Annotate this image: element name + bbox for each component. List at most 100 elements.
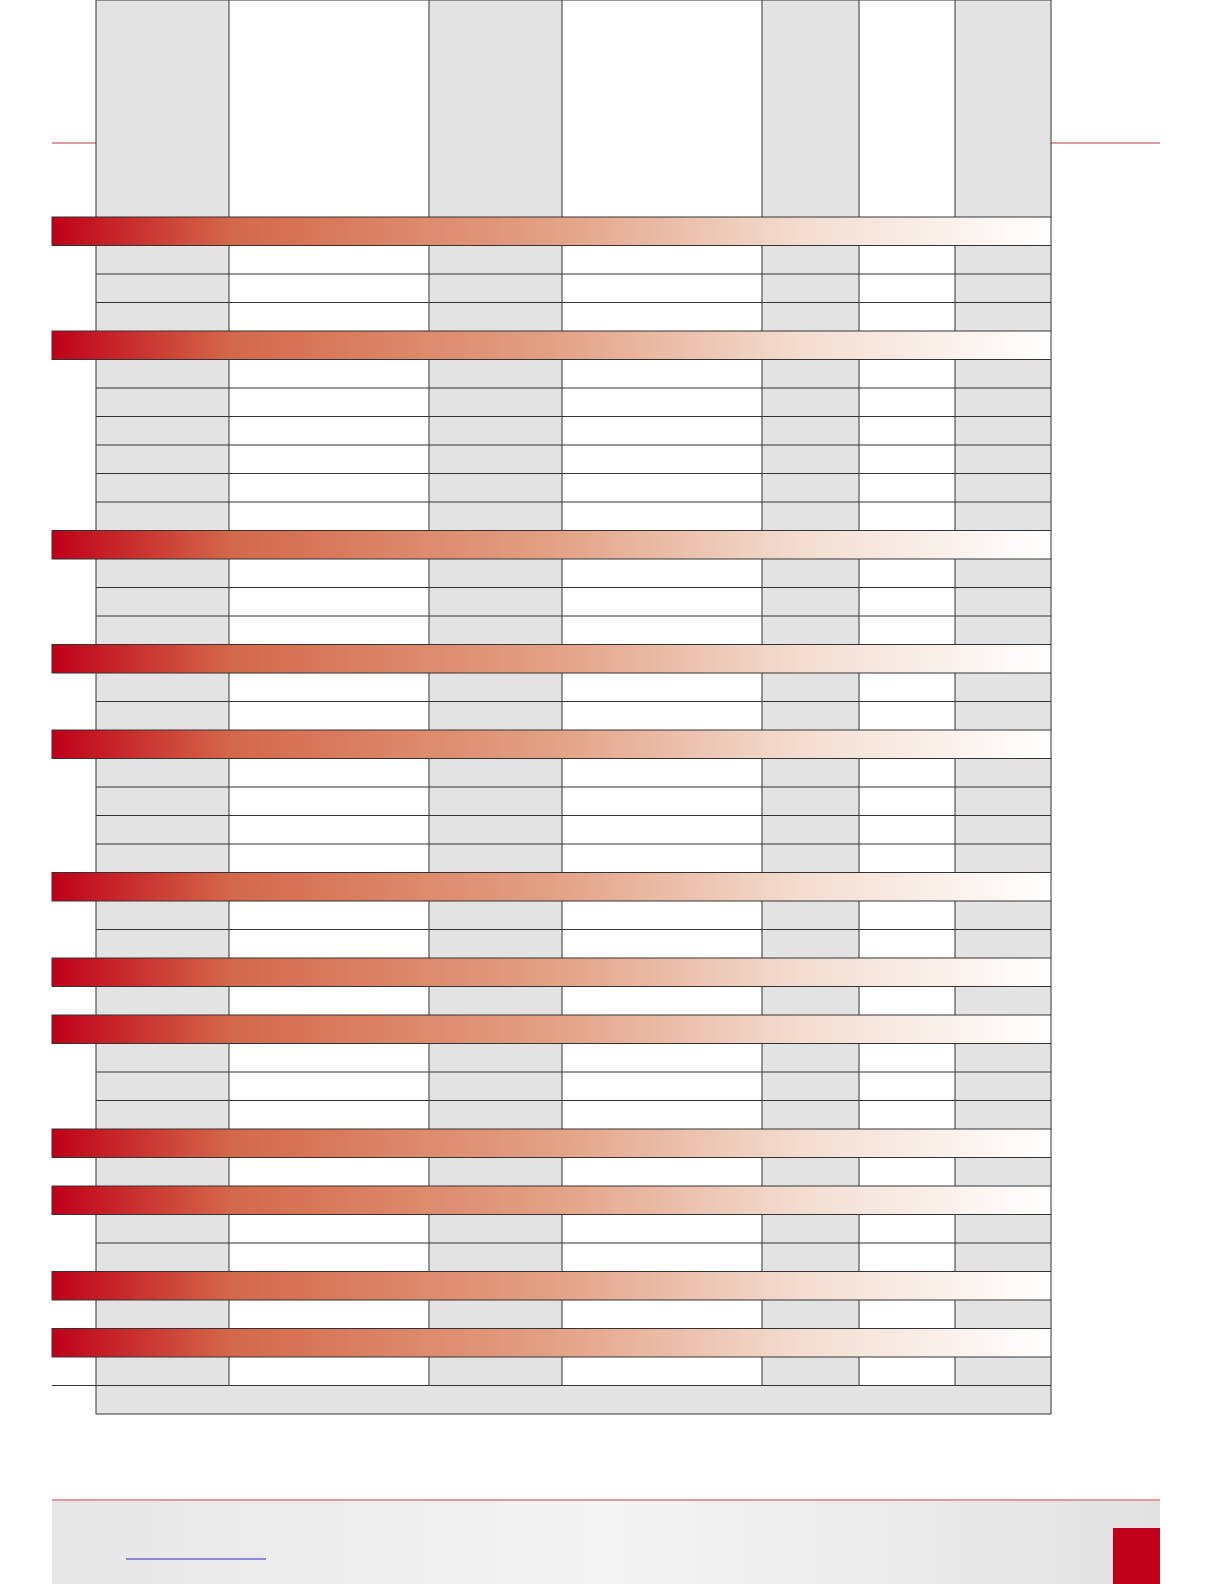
table-cell — [95, 587, 230, 617]
table-cell — [954, 615, 1052, 645]
table-cell — [761, 986, 860, 1016]
table-cell — [761, 273, 860, 303]
table-cell — [954, 302, 1052, 332]
table-cell — [761, 1214, 860, 1244]
table-cell — [428, 1242, 563, 1272]
table-cell — [954, 815, 1052, 845]
table-cell — [95, 1356, 230, 1386]
table-cell — [561, 273, 763, 303]
table-cell — [858, 1157, 956, 1187]
section-band — [51, 1185, 1052, 1215]
table-cell — [561, 1242, 763, 1272]
table-cell — [561, 615, 763, 645]
table-cell — [761, 1100, 860, 1130]
table-cell — [561, 473, 763, 503]
table-cell — [228, 1299, 430, 1329]
table-cell — [228, 1242, 430, 1272]
table-cell — [761, 1299, 860, 1329]
table-cell — [95, 1299, 230, 1329]
table-cell — [95, 1100, 230, 1130]
table-cell — [95, 986, 230, 1016]
table-cell — [95, 273, 230, 303]
table-cell — [858, 501, 956, 531]
table-cell — [428, 701, 563, 731]
table-cell — [954, 1157, 1052, 1187]
table-cell — [761, 1242, 860, 1272]
section-band — [51, 1128, 1052, 1158]
table-cell — [428, 473, 563, 503]
table-cell — [761, 501, 860, 531]
table-cell — [954, 900, 1052, 930]
table-cell — [858, 0, 956, 218]
table-cell — [428, 1299, 563, 1329]
table-cell — [954, 273, 1052, 303]
section-band — [51, 1271, 1052, 1301]
table-cell — [858, 986, 956, 1016]
table-cell — [228, 1157, 430, 1187]
table-cell — [761, 302, 860, 332]
table-cell — [428, 444, 563, 474]
table-cell — [858, 473, 956, 503]
table-cell — [954, 558, 1052, 588]
table-cell — [761, 758, 860, 788]
table-cell — [761, 815, 860, 845]
table-cell — [228, 843, 430, 873]
table-cell — [228, 1043, 430, 1073]
table-cell — [95, 416, 230, 446]
footer-band — [52, 1501, 1160, 1584]
table-cell — [561, 843, 763, 873]
table-cell — [761, 843, 860, 873]
section-band — [51, 872, 1052, 902]
table-cell — [228, 786, 430, 816]
table-cell — [561, 387, 763, 417]
table-cell — [954, 1242, 1052, 1272]
table-cell — [428, 416, 563, 446]
table-cell — [561, 501, 763, 531]
table-cell — [954, 1043, 1052, 1073]
table-cell — [954, 1100, 1052, 1130]
table-cell — [428, 1071, 563, 1101]
table-cell — [954, 929, 1052, 959]
table-cell — [761, 1157, 860, 1187]
table-cell — [428, 387, 563, 417]
table-cell — [95, 1043, 230, 1073]
table-cell — [95, 615, 230, 645]
table-cell — [95, 1157, 230, 1187]
table-cell — [954, 786, 1052, 816]
table-cell — [95, 815, 230, 845]
table-cell — [561, 1299, 763, 1329]
table-cell — [858, 786, 956, 816]
table-cell — [954, 1356, 1052, 1386]
table-cell — [858, 1214, 956, 1244]
table-cell — [561, 929, 763, 959]
table-cell — [228, 929, 430, 959]
table-cell — [858, 1100, 956, 1130]
table-cell — [95, 929, 230, 959]
table-cell — [428, 672, 563, 702]
table-cell — [858, 273, 956, 303]
table-cell — [761, 786, 860, 816]
table-cell — [858, 1299, 956, 1329]
table-cell — [858, 843, 956, 873]
table-cell — [428, 1356, 563, 1386]
table-cell — [95, 558, 230, 588]
table-cell — [228, 1214, 430, 1244]
table-cell — [561, 245, 763, 275]
table-cell — [428, 615, 563, 645]
table-cell — [228, 416, 430, 446]
table-cell — [858, 302, 956, 332]
table-cell — [95, 302, 230, 332]
table-cell — [95, 501, 230, 531]
table-cell — [428, 273, 563, 303]
table-cell — [95, 786, 230, 816]
table-cell — [428, 786, 563, 816]
table-cell — [858, 900, 956, 930]
section-band — [51, 1328, 1052, 1358]
table-cell — [561, 558, 763, 588]
table-cell — [95, 444, 230, 474]
table-cell — [954, 843, 1052, 873]
table-cell — [561, 1157, 763, 1187]
table-cell — [761, 929, 860, 959]
